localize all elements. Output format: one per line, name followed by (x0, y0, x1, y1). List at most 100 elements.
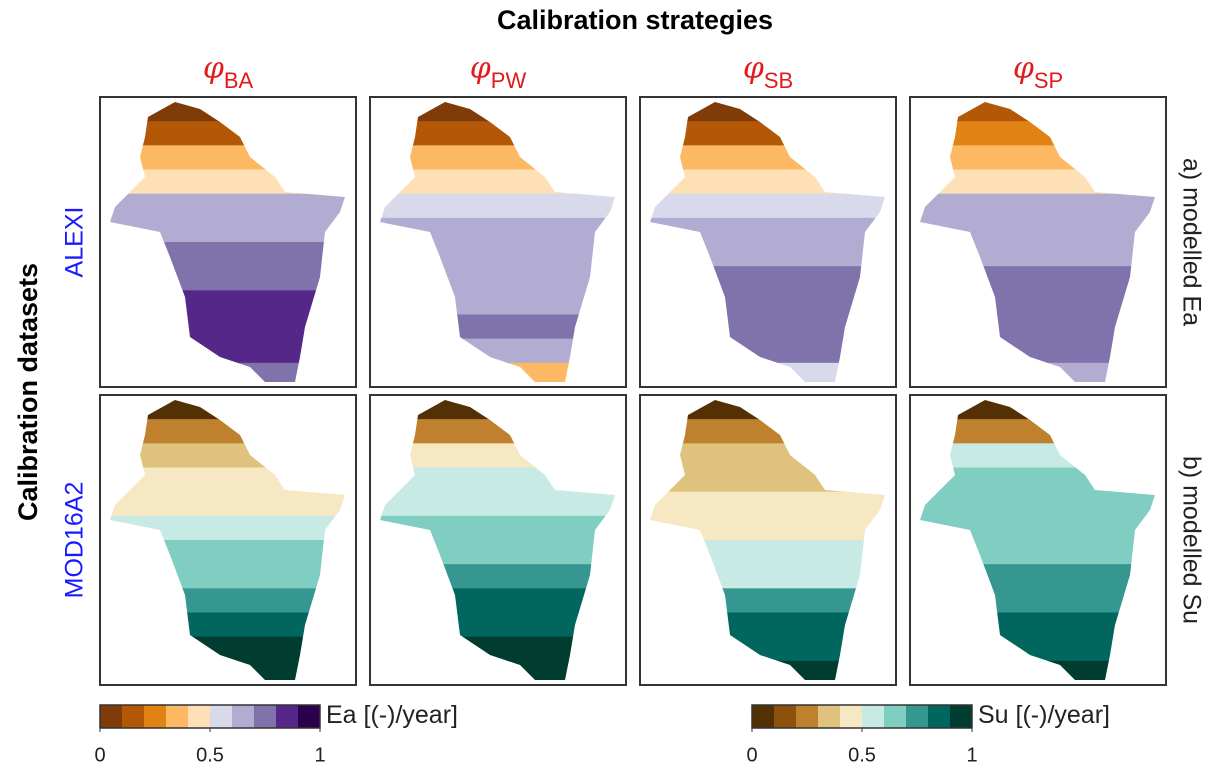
map-band (370, 419, 626, 444)
map-band (100, 419, 356, 444)
colorbar-tick-label: 0 (94, 744, 105, 766)
map-band (640, 170, 896, 195)
map-band (640, 363, 896, 388)
map-band (100, 97, 356, 122)
map-band (910, 637, 1166, 662)
map-band (910, 339, 1166, 364)
column-label: φPW (470, 51, 527, 93)
map-band (370, 395, 626, 420)
map-band (100, 588, 356, 613)
map-band (910, 290, 1166, 315)
map-panel (640, 395, 896, 686)
map-band (640, 637, 896, 662)
map-band (640, 588, 896, 613)
colorbar-swatch (276, 705, 299, 728)
map-band (640, 97, 896, 122)
map-band (910, 540, 1166, 565)
map-band (910, 492, 1166, 517)
map-band (640, 492, 896, 517)
map-band (100, 266, 356, 291)
map-band (370, 564, 626, 589)
map-band (910, 613, 1166, 638)
map-band (100, 218, 356, 243)
map-band (910, 121, 1166, 146)
column-label: φSP (1013, 51, 1063, 93)
map-band (100, 492, 356, 517)
y-title: Calibration datasets (13, 263, 43, 521)
map-band (100, 637, 356, 662)
map-band (100, 395, 356, 420)
column-symbol: φ (470, 51, 491, 86)
map-band (100, 121, 356, 146)
map-band (370, 637, 626, 662)
map-band (910, 661, 1166, 686)
map-band (370, 315, 626, 340)
map-band (910, 170, 1166, 195)
map-band (100, 516, 356, 541)
map (640, 395, 896, 686)
colorbar-swatch (818, 705, 841, 728)
map (910, 395, 1166, 686)
colorbar-swatch (906, 705, 929, 728)
colorbar-swatch (232, 705, 255, 728)
map-band (640, 661, 896, 686)
colorbar-swatch (144, 705, 167, 728)
colorbar-swatch (752, 705, 775, 728)
colorbar-swatch (210, 705, 233, 728)
map (640, 97, 896, 388)
map-band (100, 363, 356, 388)
column-symbol: φ (203, 51, 224, 86)
colorbar-swatch (298, 705, 321, 728)
map-band (370, 613, 626, 638)
map-band (370, 339, 626, 364)
map-band (370, 443, 626, 468)
map-band (640, 516, 896, 541)
map-band (910, 468, 1166, 493)
map-band (370, 97, 626, 122)
map-band (910, 443, 1166, 468)
map-band (370, 661, 626, 686)
colorbar-tick-label: 1 (314, 744, 325, 766)
row-label: b) modelled Su (1177, 456, 1205, 624)
map-band (640, 613, 896, 638)
map-band (910, 97, 1166, 122)
map-band (910, 194, 1166, 219)
map-band (370, 468, 626, 493)
map-band (640, 395, 896, 420)
map-band (910, 145, 1166, 170)
map-band (640, 266, 896, 291)
map-band (100, 613, 356, 638)
colorbar-tick-label: 1 (966, 744, 977, 766)
map (370, 97, 626, 388)
map-band (640, 290, 896, 315)
column-subscript: PW (491, 68, 527, 93)
map-panel (100, 395, 356, 686)
column-subscript: SB (764, 68, 793, 93)
map-band (100, 242, 356, 267)
colorbar-swatch (188, 705, 211, 728)
map-band (100, 290, 356, 315)
map-band (640, 242, 896, 267)
row-dataset: ALEXI (61, 207, 89, 278)
column-label: φBA (203, 51, 254, 93)
map-band (100, 170, 356, 195)
map-band (910, 564, 1166, 589)
map-band (640, 540, 896, 565)
column-symbol: φ (743, 51, 764, 86)
map (100, 395, 356, 686)
colorbar-label: Su [(-)/year] (978, 701, 1110, 729)
colorbar-swatch (774, 705, 797, 728)
map-band (370, 588, 626, 613)
map-band (370, 194, 626, 219)
column-label: φSB (743, 51, 793, 93)
map-panel (370, 97, 626, 388)
row-label: a) modelled Ea (1177, 158, 1205, 326)
map-band (370, 363, 626, 388)
map (370, 395, 626, 686)
map-band (370, 290, 626, 315)
map-band (100, 661, 356, 686)
colorbar-swatch (254, 705, 277, 728)
colorbar-tick-label: 0.5 (196, 744, 224, 766)
map-band (640, 194, 896, 219)
map-band (370, 121, 626, 146)
